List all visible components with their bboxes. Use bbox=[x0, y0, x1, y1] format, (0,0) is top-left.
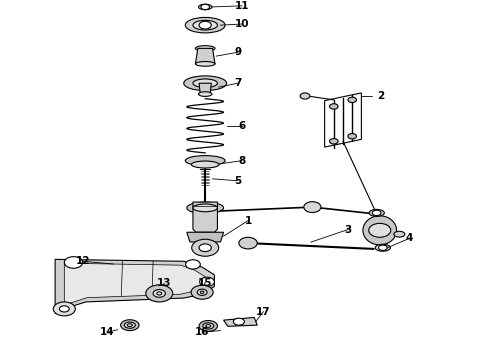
Circle shape bbox=[379, 245, 387, 251]
Circle shape bbox=[199, 244, 211, 252]
Circle shape bbox=[53, 302, 75, 316]
Text: 2: 2 bbox=[377, 91, 385, 101]
Circle shape bbox=[348, 97, 357, 103]
Ellipse shape bbox=[185, 156, 225, 166]
Circle shape bbox=[157, 292, 162, 295]
Polygon shape bbox=[196, 48, 215, 64]
Text: 5: 5 bbox=[234, 176, 241, 186]
Circle shape bbox=[200, 291, 204, 293]
Ellipse shape bbox=[121, 320, 139, 330]
Ellipse shape bbox=[375, 244, 391, 251]
Circle shape bbox=[348, 134, 357, 139]
Polygon shape bbox=[199, 83, 211, 94]
Polygon shape bbox=[193, 202, 218, 232]
Text: 13: 13 bbox=[157, 278, 172, 288]
Ellipse shape bbox=[185, 17, 225, 33]
Circle shape bbox=[59, 306, 69, 312]
Ellipse shape bbox=[187, 202, 223, 214]
Circle shape bbox=[200, 277, 215, 287]
Text: 4: 4 bbox=[405, 233, 413, 243]
Circle shape bbox=[372, 210, 381, 216]
Text: 15: 15 bbox=[198, 278, 213, 288]
Circle shape bbox=[153, 289, 166, 297]
Circle shape bbox=[64, 257, 83, 268]
Text: 17: 17 bbox=[256, 307, 270, 316]
Text: 11: 11 bbox=[235, 1, 249, 11]
Ellipse shape bbox=[369, 210, 384, 216]
Circle shape bbox=[191, 285, 213, 299]
Text: 14: 14 bbox=[100, 327, 115, 337]
Text: 1: 1 bbox=[245, 216, 252, 226]
Circle shape bbox=[369, 223, 391, 237]
Polygon shape bbox=[187, 232, 223, 242]
Ellipse shape bbox=[203, 323, 214, 329]
Circle shape bbox=[146, 285, 172, 302]
Ellipse shape bbox=[127, 324, 132, 327]
Circle shape bbox=[201, 4, 210, 10]
Ellipse shape bbox=[206, 325, 211, 327]
Circle shape bbox=[192, 239, 219, 256]
Ellipse shape bbox=[363, 216, 396, 245]
Ellipse shape bbox=[192, 161, 219, 168]
Polygon shape bbox=[223, 318, 257, 326]
Circle shape bbox=[304, 202, 321, 212]
Polygon shape bbox=[55, 259, 215, 314]
Text: 12: 12 bbox=[75, 256, 90, 266]
Text: 16: 16 bbox=[195, 327, 209, 337]
Ellipse shape bbox=[394, 231, 405, 237]
Circle shape bbox=[239, 237, 257, 249]
Ellipse shape bbox=[198, 92, 212, 96]
Ellipse shape bbox=[193, 20, 218, 30]
Circle shape bbox=[199, 21, 211, 29]
Ellipse shape bbox=[124, 322, 135, 328]
Ellipse shape bbox=[198, 4, 212, 10]
Text: 6: 6 bbox=[238, 121, 245, 131]
Polygon shape bbox=[64, 263, 205, 309]
Circle shape bbox=[300, 93, 310, 99]
Ellipse shape bbox=[193, 204, 218, 212]
Text: 3: 3 bbox=[344, 225, 351, 235]
Text: 10: 10 bbox=[235, 19, 249, 29]
Circle shape bbox=[329, 104, 338, 109]
Circle shape bbox=[233, 318, 245, 325]
Ellipse shape bbox=[196, 46, 215, 51]
Ellipse shape bbox=[193, 79, 218, 87]
Circle shape bbox=[186, 260, 200, 269]
Ellipse shape bbox=[184, 76, 227, 91]
Text: 9: 9 bbox=[234, 47, 241, 57]
Text: 7: 7 bbox=[234, 78, 242, 88]
Text: 8: 8 bbox=[238, 156, 245, 166]
Ellipse shape bbox=[199, 320, 218, 331]
Circle shape bbox=[197, 289, 207, 295]
Polygon shape bbox=[325, 93, 362, 147]
Circle shape bbox=[329, 139, 338, 144]
Ellipse shape bbox=[196, 62, 215, 66]
